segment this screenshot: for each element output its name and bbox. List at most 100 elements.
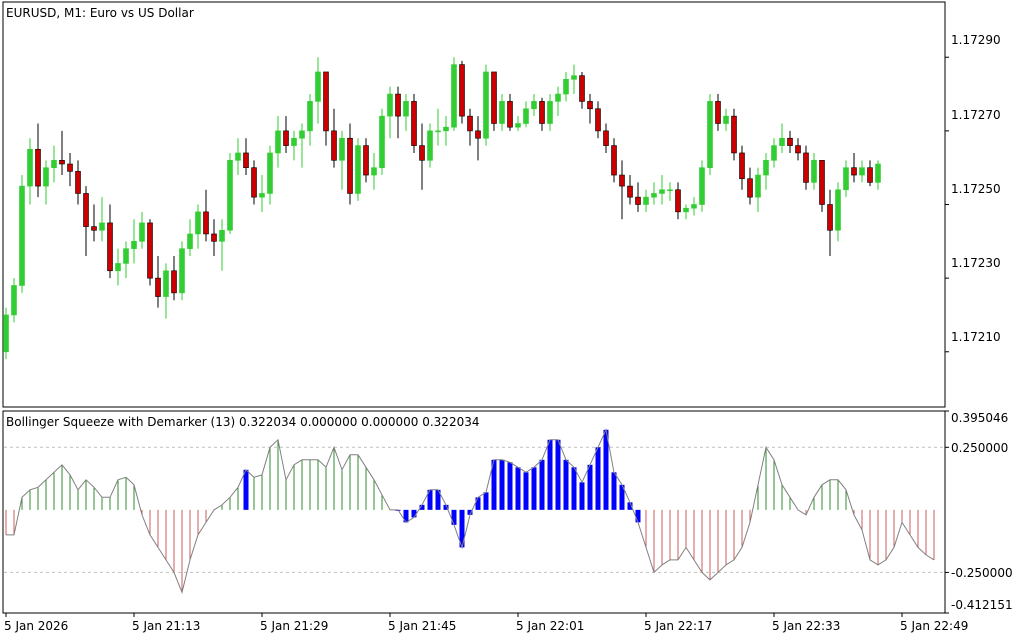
squeeze-bar [539, 459, 545, 510]
candle-body [299, 130, 305, 139]
candle-body [451, 64, 457, 128]
candle-body [563, 79, 569, 95]
indicator-label: 0.250000 [951, 441, 1009, 455]
candle-body [659, 189, 665, 194]
candle-body [259, 193, 265, 198]
price-label: 1.17230 [951, 256, 1001, 270]
squeeze-bar [483, 492, 489, 510]
candle-body [211, 233, 217, 242]
candle-body [483, 71, 489, 139]
time-label: 5 Jan 22:33 [772, 619, 841, 633]
candle-body [339, 137, 345, 161]
candle-body [611, 145, 617, 176]
squeeze-bar [459, 509, 465, 548]
price-label: 1.17210 [951, 330, 1001, 344]
candle-body [467, 115, 473, 132]
candle-body [43, 167, 49, 187]
candle-body [523, 108, 529, 124]
squeeze-bar [523, 472, 529, 510]
candle-body [147, 222, 153, 279]
candle-body [403, 101, 409, 117]
candle-body [355, 145, 361, 194]
squeeze-bar [427, 489, 433, 510]
time-label: 5 Jan 22:01 [516, 619, 585, 633]
indicator-frame[interactable] [2, 410, 946, 614]
candle-body [691, 204, 697, 209]
squeeze-bar [531, 467, 537, 510]
candle-body [131, 241, 137, 249]
candle-body [323, 71, 329, 132]
candle-body [19, 185, 25, 286]
candle-body [435, 130, 441, 133]
squeeze-bar [603, 429, 609, 510]
candle-body [635, 196, 641, 205]
candle-body [547, 101, 553, 124]
candle-body [227, 160, 233, 231]
candle-body [643, 196, 649, 205]
squeeze-bar [595, 447, 601, 510]
indicator-label: 0.395046 [951, 411, 1009, 425]
candle-body [683, 207, 689, 213]
squeeze-bar [635, 509, 641, 523]
candle-body [779, 137, 785, 146]
candle-body [707, 101, 713, 168]
candle-body [875, 163, 881, 183]
candle-body [723, 115, 729, 124]
candle-body [203, 211, 209, 235]
time-label: 5 Jan 22:17 [644, 619, 713, 633]
squeeze-bar [515, 467, 521, 510]
candle-body [371, 167, 377, 176]
candle-body [747, 178, 753, 198]
candle-body [155, 277, 161, 297]
candle-body [795, 145, 801, 154]
candle-body [803, 152, 809, 183]
squeeze-bar [443, 504, 449, 510]
candle-body [827, 204, 833, 231]
candle-body [235, 152, 241, 161]
main-chart-frame[interactable] [2, 1, 946, 408]
candle-body [531, 101, 537, 110]
candle-body [83, 193, 89, 227]
demarker-line [6, 428, 935, 595]
candle-body [411, 101, 417, 146]
price-label: 1.17250 [951, 182, 1001, 196]
candle-body [459, 64, 465, 117]
candle-body [699, 167, 705, 205]
candle-body [651, 193, 657, 198]
candle-body [3, 314, 9, 353]
candle-body [171, 270, 177, 294]
squeeze-bar [507, 462, 513, 510]
candle-body [243, 152, 249, 168]
candle-body [571, 75, 577, 80]
candle-body [283, 130, 289, 146]
candle-body [787, 137, 793, 146]
candle-body [475, 130, 481, 139]
squeeze-bar [451, 509, 457, 525]
candle-body [419, 145, 425, 161]
indicator-histogram [5, 429, 935, 593]
candle-body [379, 115, 385, 168]
candle-body [587, 101, 593, 110]
squeeze-bar [579, 482, 585, 510]
squeeze-bar [419, 504, 425, 510]
candle-body [251, 167, 257, 198]
time-label: 5 Jan 21:45 [388, 619, 457, 633]
candle-body [739, 152, 745, 180]
candle-body [731, 115, 737, 154]
candle-body [579, 75, 585, 102]
candle-body [491, 71, 497, 124]
indicator-label: -0.412151 [951, 598, 1013, 612]
candle-body [675, 189, 681, 213]
time-label: 5 Jan 21:13 [132, 619, 201, 633]
candle-body [387, 93, 393, 117]
squeeze-bar [499, 459, 505, 510]
squeeze-bar [571, 467, 577, 510]
candle-body [667, 189, 673, 192]
candle-body [163, 270, 169, 297]
squeeze-bar [587, 464, 593, 510]
candle-body [619, 174, 625, 187]
indicator-label: -0.250000 [951, 566, 1013, 580]
candle-body [139, 222, 145, 242]
indicator-level-lines [4, 446, 944, 573]
